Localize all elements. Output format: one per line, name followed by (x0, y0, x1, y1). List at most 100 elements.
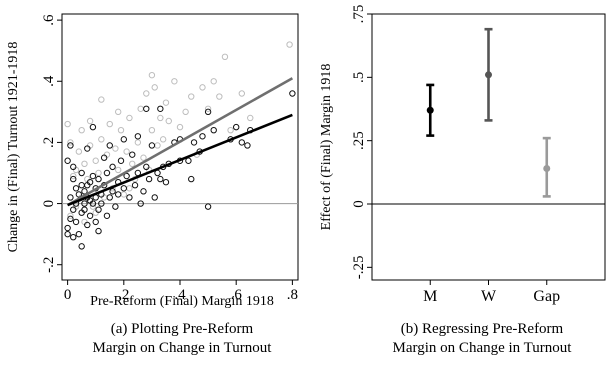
data-point (188, 93, 195, 100)
data-point (129, 151, 136, 158)
data-point (67, 194, 74, 201)
data-point (140, 188, 147, 195)
data-point (157, 114, 164, 122)
data-point (72, 218, 80, 226)
data-point (103, 169, 111, 177)
data-point (114, 191, 122, 198)
y-tick-label: .6 (41, 14, 57, 26)
data-point (86, 117, 94, 125)
panel-b-x-ticks: M W Gap (423, 280, 560, 305)
point-estimate (543, 165, 551, 173)
data-point (114, 108, 122, 116)
estimate-w (484, 27, 493, 122)
panel-b-caption: (b) Regressing Pre-Reform Margin on Chan… (357, 320, 607, 358)
data-point (204, 108, 212, 116)
data-point (134, 139, 142, 146)
data-point (70, 233, 77, 241)
data-point (95, 206, 102, 213)
estimate-m (426, 83, 435, 137)
data-point (86, 178, 94, 186)
data-point (199, 84, 206, 91)
data-point (185, 157, 192, 164)
data-point (95, 227, 102, 235)
data-point (92, 157, 99, 164)
data-point (137, 200, 144, 207)
panel-b-y-ticks: -.25 0 .25 .5 .75 (351, 5, 372, 279)
data-point (145, 175, 153, 183)
data-point (89, 172, 97, 180)
y-tick-label: -.25 (351, 255, 367, 279)
panel-a-points (64, 41, 296, 250)
point-estimate (485, 71, 492, 79)
panel-b-estimates (426, 27, 551, 198)
data-point (216, 93, 223, 100)
data-point (70, 175, 77, 183)
y-tick-label: 0 (351, 200, 367, 208)
panel-a-caption-line-1: (a) Plotting Pre-Reform (110, 321, 254, 337)
data-point (78, 182, 85, 189)
data-point (72, 185, 80, 192)
data-point (84, 145, 91, 152)
data-point (100, 154, 108, 161)
data-point (151, 194, 158, 201)
data-point (165, 117, 172, 125)
data-point (84, 221, 91, 229)
data-point (238, 90, 246, 97)
panel-b-errorbars: M W Gap -.25 0 .25 .5 .75 Effect of (Final) Ma… (319, 5, 606, 305)
data-point (151, 84, 158, 91)
estimate-gap (542, 136, 551, 198)
data-point (98, 136, 105, 143)
data-point (123, 148, 130, 155)
data-point (89, 123, 97, 131)
y-tick-label: .75 (351, 5, 367, 24)
data-point (70, 163, 77, 171)
data-point (188, 175, 195, 183)
data-point (286, 41, 293, 48)
data-point (70, 206, 77, 213)
data-point (86, 212, 94, 219)
data-point (140, 154, 147, 161)
y-tick-label: -.2 (41, 257, 57, 273)
data-point (210, 126, 217, 134)
panel-a-x-axis-label: Pre-Reform (Final) Margin 1918 (90, 294, 274, 309)
data-point (98, 200, 105, 207)
data-point (126, 194, 133, 201)
panel-a-scatter: 0 .2 .4 .6 .8 -.2 0 .2 .4 .6 Pre-Reform (Final) … (6, 13, 299, 309)
data-point (81, 200, 88, 207)
data-point (126, 185, 133, 192)
data-point (137, 105, 144, 112)
panel-b-y-axis-label: Effect of (Final) Margin 1918 (319, 64, 334, 231)
data-point (78, 169, 85, 177)
data-point (232, 123, 240, 131)
panel-a-y-ticks: -.2 0 .2 .4 .6 (41, 14, 62, 273)
data-point (64, 224, 71, 232)
data-point (148, 71, 156, 79)
data-point (112, 203, 119, 210)
data-point (120, 136, 128, 143)
data-point (81, 206, 88, 213)
data-point (117, 126, 125, 134)
data-point (78, 243, 85, 250)
panel-a-y-axis-label: Change in (Final) Turnout 1921-1918 (6, 42, 21, 253)
data-point (114, 166, 122, 174)
data-point (95, 169, 102, 177)
data-point (143, 90, 150, 97)
y-tick-label: .25 (351, 131, 367, 150)
data-point (126, 114, 133, 122)
data-point (106, 142, 113, 149)
x-tick-label: Gap (533, 288, 560, 305)
x-tick-label: .4 (174, 287, 186, 303)
data-point (98, 96, 105, 103)
data-point (131, 182, 139, 189)
data-point (75, 148, 83, 155)
data-point (64, 230, 71, 238)
data-point (162, 99, 170, 106)
data-point (120, 185, 128, 192)
data-point (148, 142, 156, 149)
data-point (67, 142, 74, 149)
x-tick-label: .6 (231, 287, 243, 303)
panel-b-caption-line-1: (b) Regressing Pre-Reform (400, 321, 564, 337)
data-point (92, 218, 99, 226)
data-point (244, 142, 251, 149)
